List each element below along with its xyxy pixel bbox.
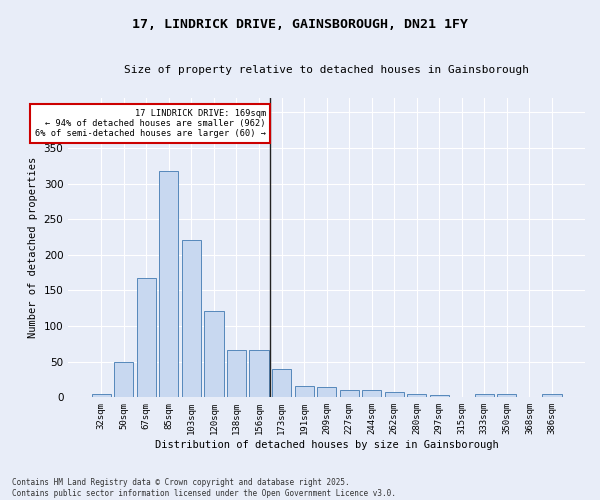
Bar [272,369,291,398]
Bar [137,278,156,398]
Bar [362,390,381,398]
Bar [430,395,449,398]
Y-axis label: Number of detached properties: Number of detached properties [28,157,38,338]
Bar [205,311,224,398]
Bar [497,394,517,398]
Bar [182,240,201,398]
Bar [295,386,314,398]
Bar [542,394,562,398]
Bar [475,394,494,398]
Bar [317,386,336,398]
Text: 17 LINDRICK DRIVE: 169sqm
← 94% of detached houses are smaller (962)
6% of semi-: 17 LINDRICK DRIVE: 169sqm ← 94% of detac… [35,108,266,138]
Text: Contains HM Land Registry data © Crown copyright and database right 2025.
Contai: Contains HM Land Registry data © Crown c… [12,478,396,498]
Bar [160,172,178,398]
Bar [385,392,404,398]
X-axis label: Distribution of detached houses by size in Gainsborough: Distribution of detached houses by size … [155,440,499,450]
Bar [340,390,359,398]
Bar [407,394,427,398]
Bar [250,350,269,398]
Text: 17, LINDRICK DRIVE, GAINSBOROUGH, DN21 1FY: 17, LINDRICK DRIVE, GAINSBOROUGH, DN21 1… [132,18,468,30]
Bar [92,394,111,398]
Title: Size of property relative to detached houses in Gainsborough: Size of property relative to detached ho… [124,65,529,75]
Bar [227,350,246,398]
Bar [114,362,133,398]
